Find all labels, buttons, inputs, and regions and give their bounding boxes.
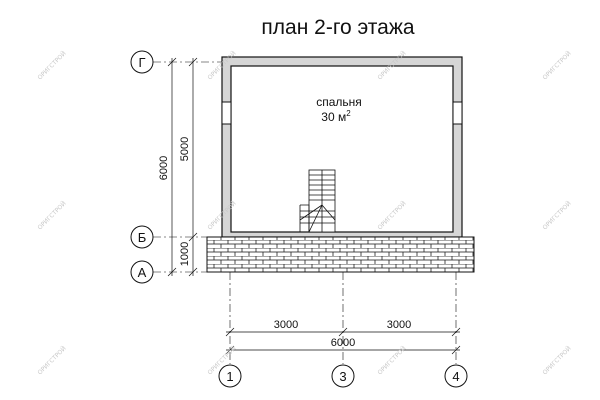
watermark-2: ОРИГСТРОЙ xyxy=(36,200,67,231)
column-axis-marker-3: 3 xyxy=(331,364,355,388)
watermark-3: ОРИГСТРОЙ xyxy=(36,345,67,376)
row-axis-label-b: Б xyxy=(138,230,147,245)
room-area-value: 30 м xyxy=(321,110,346,124)
row-axis-marker-a: А xyxy=(130,260,154,284)
window-left xyxy=(221,101,232,125)
watermark-11: ОРИГСТРОЙ xyxy=(541,200,572,231)
row-axis-lines xyxy=(153,61,222,273)
column-axis-label-1: 1 xyxy=(226,369,233,384)
column-axis-label-3: 3 xyxy=(339,369,346,384)
brick-porch xyxy=(206,236,475,273)
dim-horizontal-left: 3000 xyxy=(274,319,298,331)
column-axis-marker-1: 1 xyxy=(218,364,242,388)
room-name: спальня xyxy=(316,95,362,109)
walls xyxy=(221,56,463,238)
row-axis-marker-b: Б xyxy=(130,225,154,249)
row-axis-label-g: Г xyxy=(138,55,145,70)
room-area-superscript: 2 xyxy=(346,109,351,118)
dim-vertical-total: 6000 xyxy=(158,156,170,180)
room-area: 30 м2 xyxy=(321,109,351,124)
dim-horizontal-right: 3000 xyxy=(387,319,411,331)
column-axis-lines xyxy=(229,272,457,364)
watermark-10: ОРИГСТРОЙ xyxy=(541,50,572,81)
row-axis-marker-g: Г xyxy=(130,50,154,74)
column-axis-marker-4: 4 xyxy=(444,364,468,388)
window-right xyxy=(452,101,463,125)
plan-title: план 2-го этажа xyxy=(261,16,414,39)
horizontal-dimension-lines xyxy=(225,327,461,355)
dim-vertical-room: 5000 xyxy=(179,137,191,161)
row-axis-label-a: А xyxy=(138,265,147,280)
column-axis-label-4: 4 xyxy=(452,369,459,384)
watermark-1: ОРИГСТРОЙ xyxy=(36,50,67,81)
watermark-12: ОРИГСТРОЙ xyxy=(541,345,572,376)
dim-horizontal-total: 6000 xyxy=(331,337,355,349)
vertical-dimension-lines xyxy=(167,57,198,277)
staircase xyxy=(299,169,336,233)
dim-vertical-porch: 1000 xyxy=(179,242,191,266)
